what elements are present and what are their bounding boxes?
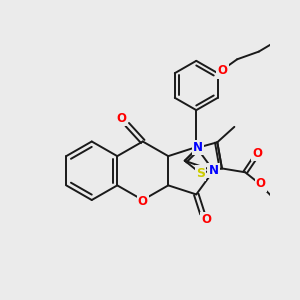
Text: O: O (253, 147, 262, 160)
Text: N: N (193, 141, 203, 154)
Text: O: O (116, 112, 126, 125)
Text: O: O (201, 213, 211, 226)
Text: N: N (208, 164, 219, 177)
Text: O: O (256, 177, 266, 190)
Text: O: O (218, 64, 227, 77)
Text: S: S (196, 167, 205, 180)
Text: O: O (138, 195, 148, 208)
